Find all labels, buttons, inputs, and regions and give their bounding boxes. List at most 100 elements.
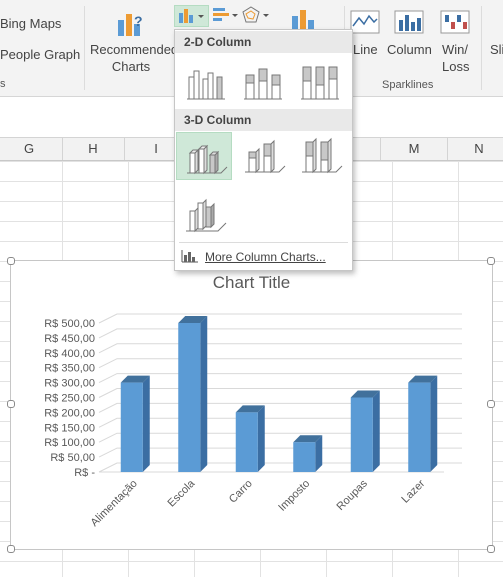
stacked-column-option[interactable] [235,57,291,105]
bar-carro [235,412,258,472]
y-tick-label: R$ 250,00 [44,393,95,405]
bar-side [372,390,380,472]
bar-top [408,375,438,383]
y-tick-label: R$ 450,00 [44,333,95,345]
y-tick-label: R$ 50,00 [50,452,95,464]
sparkline-column-icon [394,10,424,34]
stacked-column-icon [244,68,282,100]
resize-handle-left[interactable] [7,400,15,408]
section-header-3d-column: 3-D Column [175,109,352,131]
column-header-m[interactable]: M [381,138,448,160]
bar-lazer [408,382,431,472]
x-tick-label: Alimentação [89,478,140,529]
sparkline-column-button[interactable]: Column [385,8,433,78]
pivot-chart-button[interactable] [288,8,328,34]
resize-handle-right[interactable] [487,400,495,408]
y-tick-label: R$ 200,00 [44,407,95,419]
section-header-2d-column: 2-D Column [175,31,352,53]
resize-handle-bottom-right[interactable] [487,545,495,553]
recommended-charts-label-1: Recommended [90,42,179,57]
addins-group-label: s [0,78,6,90]
resize-handle-bottom-left[interactable] [7,545,15,553]
svg-text:?: ? [134,13,143,29]
3d-clustered-column-option[interactable] [176,132,232,180]
column-header-h[interactable]: H [62,138,125,160]
sparkline-line-button[interactable]: Line [347,8,383,78]
gridline [98,328,462,339]
bar-chart-dropdown-button[interactable] [211,5,241,27]
column-chart-icon [179,9,204,23]
100-stacked-column-option[interactable] [292,57,348,105]
pivot-chart-icon [292,10,314,32]
y-tick-label: R$ 150,00 [44,422,95,434]
y-tick-label: R$ 350,00 [44,363,95,375]
bar-top [293,435,323,443]
gridline [98,388,462,398]
x-tick-label: Roupas [335,477,371,513]
gridline [98,358,462,369]
bar-top [350,390,380,398]
x-tick-label: Escola [166,477,198,509]
3d-column-icon [186,198,227,233]
bar-side [430,375,438,472]
people-graph-label: People Graph [0,47,81,62]
gridline [98,447,462,458]
chart-title[interactable]: Chart Title [212,273,291,292]
bar-top [178,316,208,323]
y-tick-label: R$ 100,00 [44,437,95,449]
y-tick-label: R$ 500,00 [44,318,95,330]
x-tick-label: Lazer [399,477,427,505]
bar-alimentação [120,382,143,472]
sparkline-line-label: Line [353,42,378,57]
bar-side [257,405,265,472]
chart-area[interactable]: Chart Title R$ - R$ 50,00 R$ 100,00 R$ 150,… [10,260,493,550]
slicer-button[interactable]: Sli [490,42,503,57]
y-tick-label: R$ - [74,467,95,479]
bar-chart-icon [213,8,238,21]
gridline [98,343,462,354]
gridline [98,462,462,473]
column-header-g[interactable]: G [0,138,63,160]
gridline [98,402,462,413]
more-column-charts-link[interactable]: More Column Charts... [181,248,326,266]
bing-maps-button[interactable]: Bing Maps [0,16,61,31]
more-column-charts-label: More Column Charts... [205,250,326,264]
x-tick-label: Imposto [276,478,312,514]
column-header-n[interactable]: N [448,138,503,160]
radar-chart-dropdown-button[interactable] [242,5,272,27]
resize-handle-top-right[interactable] [487,257,495,265]
100-stacked-column-icon [301,66,339,100]
column-chart-gallery: 2-D Column [174,29,353,271]
sparkline-winloss-button[interactable]: Win/ Loss [436,8,476,78]
y-tick-label: R$ 300,00 [44,378,95,390]
people-graph-button[interactable]: People Graph [0,47,80,62]
bar-roupas [350,397,373,472]
gridline [98,432,462,443]
3d-100-stacked-column-icon [302,137,343,174]
gallery-separator [179,242,348,243]
more-charts-icon [181,250,198,263]
gridline [98,313,462,324]
3d-stacked-column-option[interactable] [235,132,291,180]
bar-escola [178,323,201,472]
bar-side [142,375,150,472]
clustered-column-option[interactable] [178,57,234,105]
clustered-column-icon [187,70,225,100]
bar-side [315,435,323,472]
slicer-label: Sli [490,42,503,57]
x-tick-label: Carro [227,478,255,506]
gridline [98,373,462,384]
ribbon-separator [481,6,482,90]
3d-column-option[interactable] [178,189,234,237]
column-chart-dropdown-button[interactable] [174,5,209,27]
3d-100-stacked-column-option[interactable] [292,132,348,180]
sparkline-winloss-label-2: Loss [442,59,470,74]
gridline [98,417,462,428]
bar-top [120,375,150,383]
recommended-charts-label-2: Charts [111,59,151,74]
recommended-charts-button[interactable]: ? Recommended Charts [87,8,179,78]
sparkline-column-label: Column [387,42,432,57]
chart-plot: R$ - R$ 50,00 R$ 100,00 R$ 150,00 R$ 200,00 R… [44,313,462,529]
bar-side [200,316,208,472]
resize-handle-top-left[interactable] [7,257,15,265]
